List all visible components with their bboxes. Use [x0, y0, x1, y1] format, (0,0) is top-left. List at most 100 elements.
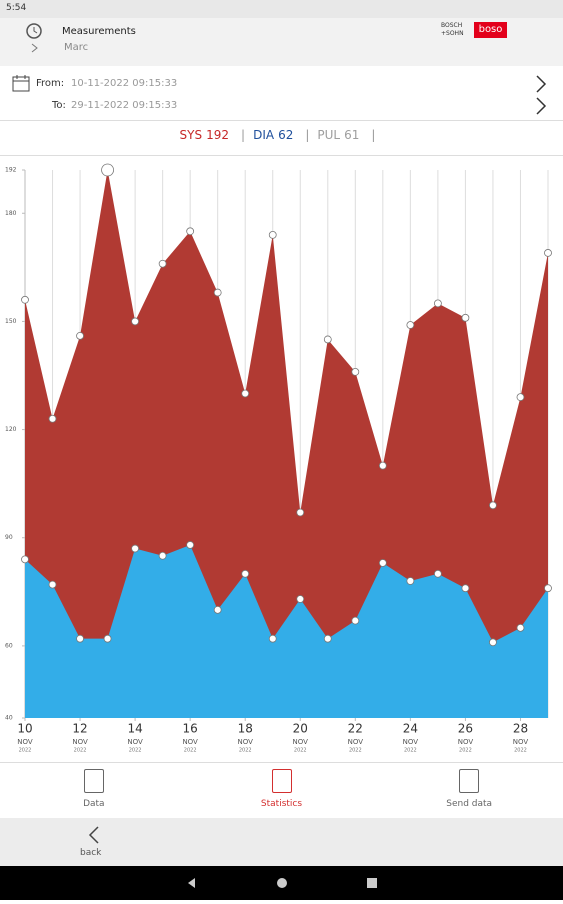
nav-icons — [188, 878, 377, 888]
point[interactable] — [489, 501, 497, 510]
tab[interactable]: Statistics — [188, 763, 376, 819]
from-date: 10-11-2022 09:15:33 — [71, 78, 178, 89]
x-tick-year: 2022 — [129, 748, 142, 754]
point[interactable] — [76, 331, 84, 340]
status-bar: 5:54 — [0, 0, 563, 18]
x-tick-month: NOV — [513, 738, 529, 746]
x-tick-year: 2022 — [349, 748, 362, 754]
x-tick-year: 2022 — [184, 748, 197, 754]
x-tick-month: NOV — [293, 738, 309, 746]
point[interactable] — [103, 634, 112, 643]
y-tick-label: 40 — [5, 715, 13, 722]
tab[interactable]: Data — [0, 763, 188, 819]
x-tick-label: 22 — [348, 722, 363, 736]
tab-icon — [83, 769, 104, 793]
readout-name: PUL — [317, 128, 341, 142]
x-tick-year: 2022 — [74, 748, 87, 754]
point[interactable] — [131, 317, 140, 326]
point[interactable] — [406, 577, 415, 585]
point[interactable] — [21, 555, 29, 564]
x-tick-year: 2022 — [514, 748, 527, 754]
point[interactable] — [351, 367, 360, 376]
tab-label: Statistics — [260, 799, 303, 809]
from-label: From: — [36, 78, 65, 89]
point[interactable] — [101, 163, 114, 177]
point[interactable] — [544, 584, 552, 593]
point[interactable] — [158, 259, 167, 268]
back-icon[interactable] — [87, 826, 101, 844]
point[interactable] — [378, 461, 387, 470]
x-tick-year: 2022 — [239, 748, 252, 754]
point[interactable] — [21, 295, 29, 304]
point[interactable] — [213, 288, 222, 297]
x-tick-label: 24 — [403, 722, 418, 736]
readout-name: SYS — [179, 128, 203, 142]
x-tick-month: NOV — [127, 738, 143, 746]
point[interactable] — [433, 569, 442, 578]
point[interactable] — [241, 389, 250, 398]
x-tick-year: 2022 — [459, 748, 472, 754]
point[interactable] — [433, 299, 442, 308]
point[interactable] — [296, 595, 305, 603]
y-tick-label: 180 — [5, 210, 17, 217]
point[interactable] — [76, 634, 84, 643]
chart: 40609012015018019210NOV202212NOV202214NO… — [5, 163, 552, 754]
point[interactable] — [544, 249, 552, 257]
point[interactable] — [351, 616, 360, 625]
y-tick-label: 150 — [5, 318, 17, 325]
point[interactable] — [378, 559, 387, 567]
x-tick-label: 10 — [17, 722, 32, 736]
point[interactable] — [323, 335, 332, 344]
x-tick-month: NOV — [17, 738, 33, 746]
logo-brand: BOSCH +SOHN — [441, 22, 464, 37]
point[interactable] — [268, 634, 277, 643]
point[interactable] — [241, 569, 250, 578]
x-tick-label: 28 — [513, 722, 528, 736]
point[interactable] — [158, 551, 167, 560]
point[interactable] — [516, 623, 525, 632]
time: 5:54 — [6, 3, 27, 13]
readout-name: DIA — [253, 128, 275, 142]
point[interactable] — [186, 227, 195, 236]
x-tick-month: NOV — [403, 738, 419, 746]
back-label[interactable]: back — [80, 848, 102, 858]
x-tick-label: 18 — [238, 722, 253, 736]
readout-value: 192 — [206, 128, 230, 142]
point[interactable] — [296, 508, 305, 517]
point[interactable] — [461, 313, 470, 322]
point[interactable] — [323, 634, 332, 643]
point[interactable] — [461, 584, 470, 593]
separator: | — [241, 128, 246, 142]
x-tick-label: 12 — [72, 722, 87, 736]
y-tick-label: 120 — [5, 426, 17, 433]
readout-value: 62 — [278, 128, 294, 142]
point[interactable] — [516, 393, 525, 402]
x-tick-year: 2022 — [294, 748, 307, 754]
separator: | — [371, 128, 376, 142]
header: Measurements Marc BOSCH +SOHN boso — [0, 18, 563, 66]
x-tick-year: 2022 — [404, 748, 417, 754]
tab-label: Data — [83, 799, 105, 809]
y-tick-label: 90 — [5, 534, 13, 541]
period-row[interactable]: From: 10-11-2022 09:15:33 To: 29-11-2022… — [0, 66, 563, 121]
point[interactable] — [406, 321, 415, 329]
x-tick-label: 16 — [183, 722, 198, 736]
area — [25, 544, 548, 718]
point[interactable] — [268, 230, 277, 239]
user: Marc — [64, 42, 89, 53]
nav-bar — [0, 866, 563, 900]
point[interactable] — [186, 541, 195, 549]
tab[interactable]: Send data — [375, 763, 563, 819]
to-date: 29-11-2022 09:15:33 — [71, 100, 178, 111]
calendar-icon — [12, 75, 30, 92]
x-tick-month: NOV — [237, 738, 253, 746]
readout-value: 61 — [344, 128, 360, 142]
tab-label: Send data — [446, 799, 493, 809]
point[interactable] — [131, 544, 140, 553]
point[interactable] — [48, 580, 57, 589]
point[interactable] — [48, 414, 57, 423]
point[interactable] — [489, 638, 497, 647]
point[interactable] — [213, 605, 222, 614]
x-tick-month: NOV — [182, 738, 198, 746]
